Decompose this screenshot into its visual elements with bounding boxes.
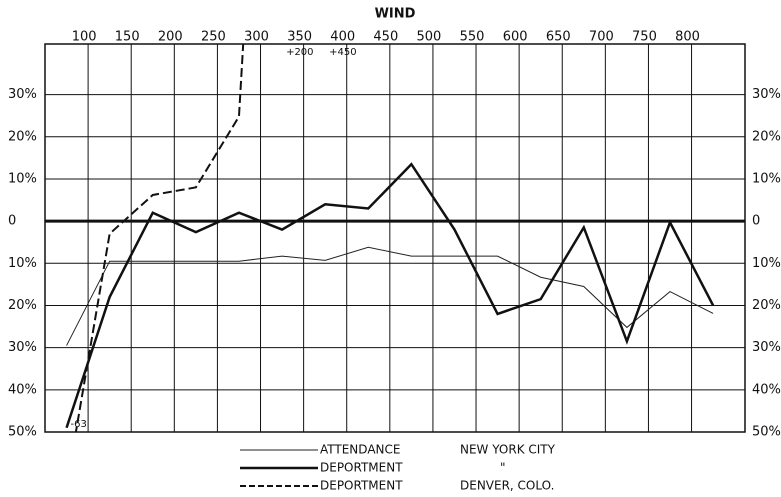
- legend-label: DEPORTMENT: [320, 461, 403, 475]
- x-tick-label: 600: [503, 30, 528, 45]
- legend-note: ": [500, 461, 506, 475]
- x-tick-label: 800: [675, 30, 700, 45]
- x-tick-label: 650: [546, 30, 571, 45]
- y-tick-label-right: 0: [752, 214, 760, 229]
- chart-title: WIND: [375, 7, 416, 22]
- y-tick-label: 0: [8, 214, 16, 229]
- x-tick-label: 250: [201, 30, 226, 45]
- x-tick-label: 750: [632, 30, 657, 45]
- y-tick-label-right: 20%: [752, 298, 781, 313]
- legend-note: NEW YORK CITY: [460, 443, 556, 457]
- data-line: [66, 246, 714, 346]
- y-tick-label: 10%: [8, 171, 37, 186]
- y-tick-label: 40%: [8, 382, 37, 397]
- x-tick-label: 550: [460, 30, 485, 45]
- y-tick-label: 20%: [8, 129, 37, 144]
- y-tick-label-right: 10%: [752, 171, 781, 186]
- x-tick-label: 700: [589, 30, 614, 45]
- y-tick-label-right: 50%: [752, 425, 781, 440]
- y-tick-label-right: 20%: [752, 129, 781, 144]
- y-tick-label: 30%: [8, 340, 37, 355]
- y-tick-label-right: 30%: [752, 340, 781, 355]
- y-tick-label-right: 10%: [752, 256, 781, 271]
- plot-frame: [44, 43, 746, 433]
- legend-note: DENVER, COLO.: [460, 479, 554, 493]
- y-tick-label: 20%: [8, 298, 37, 313]
- value-label: +450: [329, 47, 356, 58]
- y-tick-label-right: 30%: [752, 87, 781, 102]
- value-label: -63: [71, 419, 87, 430]
- x-tick-label: 150: [115, 30, 140, 45]
- y-tick-label: 10%: [8, 256, 37, 271]
- legend-label: DEPORTMENT: [320, 479, 403, 493]
- x-tick-label: 100: [72, 30, 97, 45]
- x-tick-label: 200: [158, 30, 183, 45]
- x-tick-label: 450: [373, 30, 398, 45]
- value-label: +200: [286, 47, 313, 58]
- y-tick-label: 50%: [8, 425, 37, 440]
- x-tick-label: 400: [330, 30, 355, 45]
- legend-label: ATTENDANCE: [320, 443, 400, 457]
- data-line: [65, 162, 715, 429]
- x-tick-label: 500: [417, 30, 442, 45]
- x-tick-label: 300: [244, 30, 269, 45]
- y-tick-label-right: 40%: [752, 382, 781, 397]
- x-tick-label: 350: [287, 30, 312, 45]
- y-tick-label: 30%: [8, 87, 37, 102]
- data-line: [74, 44, 245, 432]
